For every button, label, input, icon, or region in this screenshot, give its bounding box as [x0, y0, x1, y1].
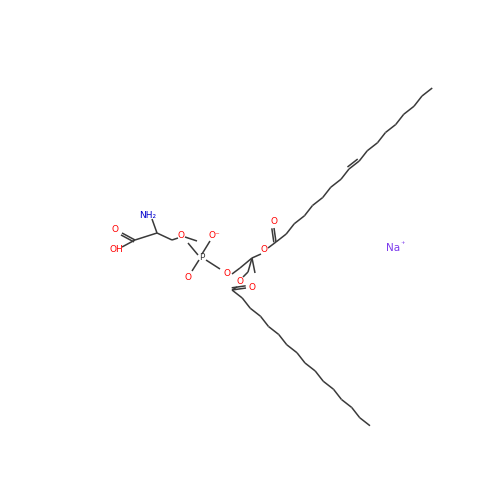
Text: O: O — [260, 246, 268, 254]
Text: ⁺: ⁺ — [401, 240, 405, 248]
Text: OH: OH — [109, 246, 123, 254]
Text: O: O — [178, 232, 184, 240]
Text: O: O — [248, 282, 256, 292]
Text: O: O — [224, 270, 230, 278]
Text: O: O — [270, 218, 278, 226]
Text: O⁻: O⁻ — [208, 230, 220, 239]
Text: O: O — [184, 272, 192, 281]
Text: NH₂: NH₂ — [140, 210, 156, 220]
Text: O: O — [236, 278, 244, 286]
Text: O: O — [112, 226, 118, 234]
Text: Na: Na — [386, 243, 400, 253]
Text: P: P — [200, 252, 204, 262]
